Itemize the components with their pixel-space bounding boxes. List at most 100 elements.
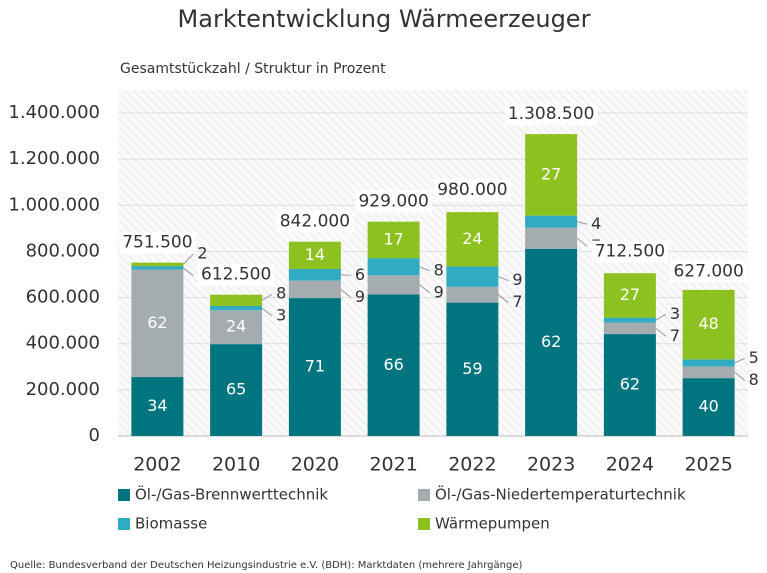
y-tick-label: 400.000 [26,333,100,354]
value-label: 65 [226,380,246,399]
value-label: 4 [591,214,601,233]
bar-segment [288,241,341,269]
value-label: 62 [147,313,167,332]
value-label: 9 [355,287,365,306]
value-label: 71 [305,357,325,376]
value-label: 7 [512,292,522,311]
total-label-bg [504,103,598,126]
leader-line [576,221,588,225]
bar-segment [682,289,735,360]
leader-line [498,294,509,304]
chart-title: Marktentwicklung Wärmeerzeuger [178,5,591,33]
y-tick-label: 0 [89,425,100,446]
value-label: 27 [541,164,561,183]
leader-line [734,357,745,364]
bar-segment [210,305,263,311]
bar-segment [367,294,420,436]
bar-segment [210,344,263,436]
bar-segment [131,262,184,267]
leader-line [261,293,273,301]
x-tick-label: 2022 [448,454,496,476]
bar-segment [131,269,184,378]
value-label: 8 [434,260,444,279]
value-label: 17 [383,229,403,248]
legend-label: Wärmepumpen [435,515,550,533]
value-label: 7 [670,326,680,345]
total-label: 842.000 [280,212,350,232]
bar-segment [288,298,341,436]
bar-segment [367,221,420,259]
bar-segment [131,266,184,270]
bar-segment [288,280,341,299]
value-label: 27 [620,285,640,304]
bar-segment [367,258,420,276]
y-tick-label: 600.000 [26,287,100,308]
bar-segment [288,268,341,281]
bar-segment [682,359,735,367]
x-tick-label: 2010 [212,454,260,476]
legend-swatch [118,518,130,530]
bar-segment [446,302,499,436]
bar-segment [367,275,420,295]
leader-line [576,237,588,247]
value-label: 48 [698,314,718,333]
y-tick-label: 800.000 [26,240,100,261]
y-tick-label: 1.400.000 [8,102,100,123]
legend-label: Öl-/Gas-Brennwerttechnik [135,485,328,504]
value-label: 3 [276,306,286,325]
value-label: 5 [749,348,759,367]
leader-line [340,274,351,276]
total-label: 712.500 [595,242,665,262]
leader-line [655,327,667,337]
bar-segment [446,286,499,303]
total-label-bg [591,240,669,263]
total-label: 1.308.500 [508,104,595,124]
total-label-bg [119,231,196,254]
value-label: 24 [226,317,246,336]
x-tick-label: 2023 [527,454,575,476]
value-label: 8 [749,370,759,389]
total-label-bg [355,190,432,213]
total-label: 980.000 [437,180,507,200]
legend-label: Öl-/Gas-Niedertemperaturtechnik [435,485,686,504]
total-label-bg [670,260,747,283]
bar-segment [525,134,578,216]
value-label: 2 [197,243,207,262]
y-tick-label: 200.000 [26,379,100,400]
value-label: 3 [670,304,680,323]
leader-line [419,284,430,294]
value-label: 9 [434,282,444,301]
total-label: 929.000 [358,192,428,212]
value-label: 62 [620,375,640,394]
bar-segment [525,215,578,228]
value-label: 8 [276,284,286,303]
total-label-bg [276,210,354,233]
total-label: 627.000 [673,261,743,281]
bar-segment [682,366,735,379]
bar-segment [603,334,656,436]
leader-line [734,371,745,381]
leader-line [340,288,352,298]
bar-segment [603,273,656,318]
legend-label: Biomasse [135,515,207,533]
leader-line [419,266,430,272]
value-label: 24 [462,229,482,248]
bar-segment [210,310,263,345]
bar-segment [210,294,263,306]
value-label: 59 [462,359,482,378]
bar-segment [446,266,499,287]
bar-segment [446,212,499,267]
leader-line [183,267,194,277]
source: Quelle: Bundesverband der Deutschen Heiz… [10,560,522,571]
bar-segment [603,322,656,335]
bar-segment [603,317,656,323]
bar-segment [525,227,578,249]
leader-line [498,276,509,282]
value-label: 34 [147,396,167,415]
x-tick-label: 2002 [133,454,181,476]
total-label-bg [434,178,511,201]
total-label-bg [197,263,275,286]
chart-subtitle: Gesamtstückzahl / Struktur in Prozent [120,61,386,77]
legend-swatch [418,518,430,530]
